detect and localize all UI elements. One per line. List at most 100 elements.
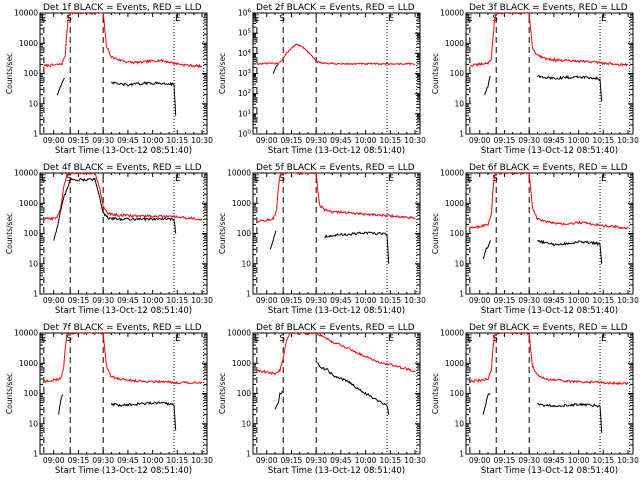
x-tick-label: 09:45: [543, 136, 565, 145]
series-events-line: [482, 392, 603, 433]
y-tick-label: 10000: [440, 329, 464, 338]
y-tick-label: 106: [238, 9, 252, 18]
y-tick-label: 1: [459, 290, 464, 299]
x-tick-label: 09:45: [117, 296, 139, 305]
x-tick-label: 09:30: [305, 296, 327, 305]
x-tick-label: 10:00: [142, 136, 164, 145]
x-tick-label: 09:30: [518, 456, 540, 465]
marker-e-end: E: [601, 334, 607, 344]
x-tick-label: 09:15: [281, 136, 303, 145]
series-lld-line: [43, 173, 203, 221]
y-axis-label: Counts/sec: [218, 53, 227, 94]
x-tick-label: 09:00: [469, 456, 491, 465]
x-tick-label: 09:30: [305, 136, 327, 145]
marker-e-end: E: [175, 14, 181, 24]
x-tick-label: 10:00: [355, 136, 377, 145]
series-lld-line: [469, 333, 629, 386]
y-tick-label: 100: [450, 69, 465, 78]
y-tick-label: 102: [238, 89, 251, 98]
axes-frame: [252, 12, 421, 135]
x-axis-label: Start Time (13-Oct-12 08:51:40): [481, 146, 618, 156]
y-tick-label: 10: [454, 259, 464, 268]
y-tick-label: 100: [24, 69, 39, 78]
y-tick-label: 1000: [19, 199, 38, 208]
x-tick-label: 09:30: [518, 296, 540, 305]
chart-title: Det 7f BLACK = Events, RED = LLD: [43, 323, 202, 333]
x-tick-label: 09:00: [43, 136, 65, 145]
x-axis-label: Start Time (13-Oct-12 08:51:40): [55, 146, 192, 156]
x-tick-label: 10:30: [404, 456, 426, 465]
marker-s: S: [66, 174, 72, 184]
x-tick-label: 09:15: [68, 296, 90, 305]
det-panel-5: Det 5f BLACK = Events, RED = LLD 1 10 100 10…: [213, 160, 426, 320]
det-panel-4: Det 4f BLACK = Events, RED = LLD 1 10 100 10…: [0, 160, 213, 320]
y-tick-label: 1000: [445, 39, 464, 48]
x-tick-label: 10:15: [167, 136, 189, 145]
x-tick-label: 09:00: [43, 456, 65, 465]
y-tick-exponent: 5: [248, 29, 252, 35]
x-axis-label: Start Time (13-Oct-12 08:51:40): [55, 466, 192, 476]
y-tick-label: 101: [238, 109, 251, 118]
y-tick-label: 10000: [14, 169, 38, 178]
y-tick-label: 100: [237, 389, 252, 398]
marker-e-end: E: [601, 174, 607, 184]
axes-frame: [465, 332, 634, 455]
y-tick-label: 100: [237, 229, 252, 238]
x-tick-label: 10:15: [167, 296, 189, 305]
marker-e-start: E: [41, 14, 47, 24]
x-tick-label: 09:00: [256, 136, 278, 145]
y-tick-label: 10: [28, 419, 38, 428]
series-lld-line: [43, 13, 203, 69]
chart-svg-3: Det 3f BLACK = Events, RED = LLD 1 10 100 10…: [431, 3, 639, 156]
marker-e-start: E: [41, 334, 47, 344]
y-tick-label: 1000: [445, 359, 464, 368]
x-tick-label: 09:00: [469, 136, 491, 145]
marker-s: S: [66, 334, 72, 344]
series-lld-line: [43, 333, 203, 385]
chart-svg-7: Det 7f BLACK = Events, RED = LLD 1 10 100 10…: [5, 323, 213, 476]
x-tick-label: 09:15: [494, 136, 516, 145]
y-tick-label: 1: [33, 130, 38, 139]
y-tick-label: 1: [459, 130, 464, 139]
x-tick-label: 09:30: [92, 296, 114, 305]
y-tick-label: 1: [33, 450, 38, 459]
x-tick-label: 10:30: [404, 136, 426, 145]
y-tick-label: 1: [246, 450, 251, 459]
chart-svg-8: Det 8f BLACK = Events, RED = LLD 1 10 100 10…: [218, 323, 426, 476]
y-tick-label: 1000: [445, 199, 464, 208]
series-events-line: [269, 230, 390, 264]
x-tick-label: 10:30: [191, 296, 213, 305]
x-tick-label: 10:30: [191, 136, 213, 145]
x-tick-label: 10:15: [380, 296, 402, 305]
chart-svg-5: Det 5f BLACK = Events, RED = LLD 1 10 100 10…: [218, 163, 426, 316]
y-axis-label: Counts/sec: [5, 373, 14, 414]
chart-title: Det 8f BLACK = Events, RED = LLD: [256, 323, 415, 333]
x-tick-label: 09:45: [543, 296, 565, 305]
y-tick-label: 10000: [440, 9, 464, 18]
marker-e-start: E: [41, 174, 47, 184]
axes-frame: [39, 12, 208, 135]
marker-e-end: E: [388, 14, 394, 24]
series-events-line: [58, 394, 177, 431]
marker-e-end: E: [388, 174, 394, 184]
marker-e-end: E: [601, 14, 607, 24]
y-tick-label: 100: [450, 229, 465, 238]
chart-title: Det 9f BLACK = Events, RED = LLD: [469, 323, 628, 333]
y-tick-label: 10: [241, 259, 251, 268]
axes-frame: [465, 172, 634, 295]
series-events-line: [56, 77, 177, 116]
marker-s: S: [66, 14, 72, 24]
x-axis-label: Start Time (13-Oct-12 08:51:40): [481, 306, 618, 316]
y-tick-label: 1: [33, 290, 38, 299]
marker-e-start: E: [254, 174, 260, 184]
y-axis-label: Counts/sec: [5, 213, 14, 254]
x-tick-label: 09:30: [305, 456, 327, 465]
x-tick-label: 09:15: [68, 456, 90, 465]
det-panel-6: Det 6f BLACK = Events, RED = LLD 1 10 100 10…: [426, 160, 639, 320]
axes-frame: [465, 12, 634, 135]
y-tick-exponent: 2: [248, 89, 252, 95]
x-tick-label: 10:30: [617, 456, 639, 465]
y-tick-exponent: 4: [248, 49, 252, 55]
marker-e-end: E: [388, 334, 394, 344]
chart-title: Det 4f BLACK = Events, RED = LLD: [43, 163, 202, 173]
